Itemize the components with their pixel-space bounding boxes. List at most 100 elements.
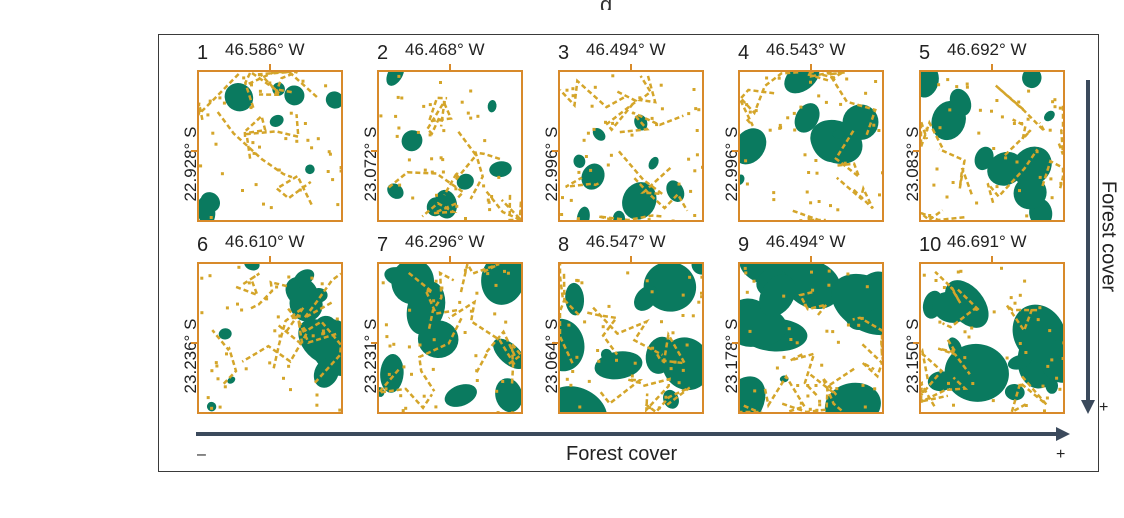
edge-pixel: [495, 389, 499, 393]
edge-corridor: [827, 72, 877, 136]
edge-pixel: [1053, 105, 1057, 109]
edge-pixel: [407, 158, 411, 162]
edge-pixel: [952, 403, 955, 407]
edge-pixel: [700, 295, 702, 299]
edge-pixel: [328, 152, 332, 156]
latitude-tick: [371, 342, 377, 344]
edge-corridor: [605, 90, 638, 132]
edge-pixel: [846, 272, 850, 276]
edge-pixel: [596, 349, 600, 352]
vertical-axis-label: Forest cover: [1097, 180, 1120, 293]
edge-pixel: [571, 87, 575, 91]
edge-pixel: [881, 171, 882, 175]
edge-pixel: [606, 163, 610, 167]
edge-pixel: [806, 394, 810, 398]
edge-pixel: [878, 193, 881, 197]
edge-pixel: [1038, 175, 1042, 179]
edge-pixel: [276, 315, 280, 319]
edge-pixel: [645, 279, 649, 283]
edge-pixel: [430, 170, 434, 174]
edge-corridor: [421, 201, 458, 218]
longitude-tick: [269, 256, 271, 262]
edge-pixel: [441, 170, 445, 174]
edge-pixel: [257, 73, 261, 77]
edge-pixel: [401, 409, 405, 412]
panel-number: 10: [919, 234, 942, 256]
edge-pixel: [655, 123, 659, 127]
edge-pixel: [700, 291, 702, 295]
edge-pixel: [338, 408, 341, 412]
edge-pixel: [700, 275, 702, 279]
edge-pixel: [469, 309, 473, 313]
forest-patch: [560, 318, 585, 372]
edge-pixel: [1018, 342, 1022, 345]
edge-pixel: [1058, 387, 1062, 391]
edge-pixel: [463, 268, 467, 272]
forest-patch: [313, 357, 340, 388]
edge-pixel: [504, 320, 508, 324]
edge-pixel: [660, 320, 663, 324]
edge-pixel: [697, 108, 701, 112]
forest-patch: [740, 174, 745, 185]
edge-pixel: [817, 200, 821, 203]
longitude-tick: [810, 64, 812, 70]
edge-pixel: [225, 352, 228, 356]
edge-pixel: [561, 196, 564, 200]
edge-pixel: [392, 342, 396, 346]
edge-pixel: [282, 376, 285, 380]
edge-pixel: [814, 384, 818, 387]
edge-pixel: [321, 329, 325, 333]
forest-patch: [592, 128, 606, 141]
edge-pixel: [251, 141, 255, 145]
edge-pixel: [648, 406, 652, 410]
edge-pixel: [584, 155, 588, 158]
edge-corridor: [1057, 103, 1063, 155]
edge-pixel: [677, 182, 681, 186]
edge-corridor: [385, 171, 466, 199]
edge-pixel: [440, 286, 444, 290]
edge-corridor: [822, 72, 848, 80]
edge-pixel: [937, 83, 941, 87]
edge-pixel: [483, 139, 487, 143]
edge-pixel: [659, 83, 663, 87]
edge-pixel: [793, 128, 797, 132]
latitude-tick: [732, 150, 738, 152]
edge-pixel: [807, 171, 811, 174]
edge-pixel: [861, 383, 865, 387]
edge-pixel: [809, 80, 812, 84]
landscape-panel-5: 5 46.692° W 23.083° S: [903, 40, 1099, 235]
edge-corridor: [994, 84, 1046, 132]
edge-pixel: [379, 114, 383, 118]
edge-pixel: [818, 403, 822, 407]
edge-pixel: [935, 167, 939, 171]
forest-patch: [600, 348, 613, 361]
edge-pixel: [660, 107, 664, 111]
edge-pixel: [295, 139, 299, 143]
edge-pixel: [601, 325, 605, 329]
edge-pixel: [423, 168, 427, 172]
edge-pixel: [237, 265, 241, 269]
edge-pixel: [786, 116, 790, 120]
edge-pixel: [571, 94, 575, 98]
edge-pixel: [278, 334, 282, 338]
land-cover-map: [377, 262, 523, 414]
edge-pixel: [316, 137, 320, 141]
landscape-panel-3: 3 46.494° W 22.996° S: [542, 40, 738, 235]
edge-pixel: [565, 88, 569, 92]
edge-pixel: [1027, 89, 1031, 93]
edge-pixel: [1043, 409, 1046, 412]
edge-pixel: [745, 182, 749, 186]
edge-pixel: [336, 203, 340, 207]
edge-pixel: [978, 108, 982, 112]
edge-pixel: [701, 165, 702, 169]
edge-pixel: [638, 96, 642, 100]
latitude-tick: [552, 342, 558, 344]
edge-corridor: [921, 347, 944, 397]
edge-pixel: [441, 158, 445, 162]
edge-pixel: [289, 111, 293, 115]
forest-patch: [444, 384, 477, 407]
edge-pixel: [494, 283, 498, 287]
edge-pixel: [946, 78, 950, 82]
edge-pixel: [818, 399, 822, 403]
edge-corridor: [379, 368, 434, 410]
